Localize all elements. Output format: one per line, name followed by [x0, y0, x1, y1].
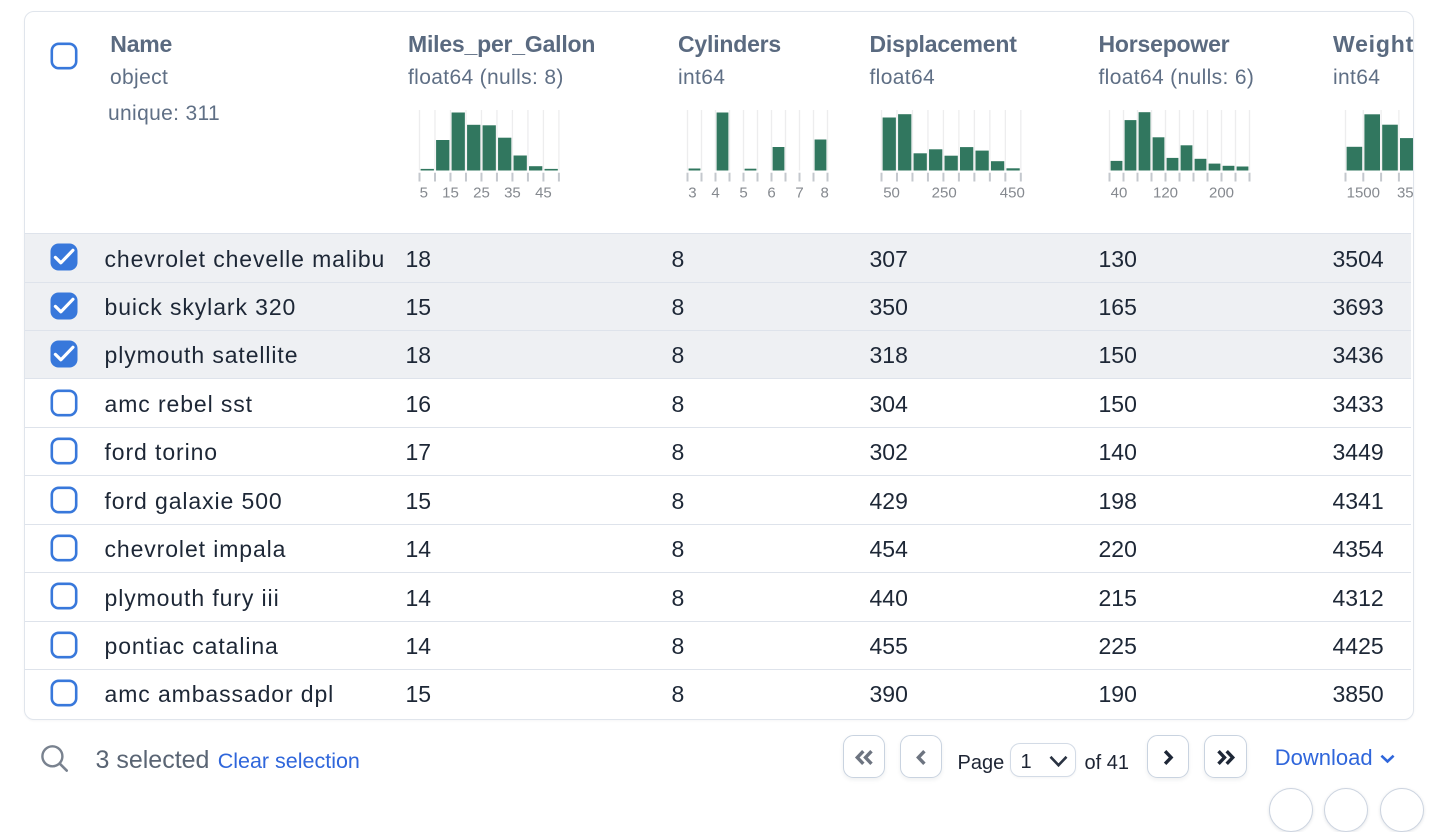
svg-text:3500: 3500: [1397, 185, 1413, 202]
svg-text:120: 120: [1153, 185, 1178, 202]
svg-text:4: 4: [711, 185, 719, 202]
svg-text:200: 200: [1209, 185, 1234, 202]
svg-text:5: 5: [419, 185, 427, 202]
svg-text:3: 3: [688, 185, 696, 202]
svg-text:40: 40: [1111, 185, 1128, 202]
svg-text:25: 25: [473, 185, 490, 202]
svg-text:15: 15: [442, 185, 459, 202]
svg-text:8: 8: [820, 185, 828, 202]
svg-text:1500: 1500: [1347, 185, 1380, 202]
svg-text:45: 45: [535, 185, 552, 202]
svg-text:250: 250: [931, 185, 956, 202]
svg-text:450: 450: [999, 185, 1024, 202]
svg-text:50: 50: [883, 185, 900, 202]
svg-text:7: 7: [795, 185, 803, 202]
svg-text:6: 6: [767, 185, 775, 202]
svg-text:35: 35: [504, 185, 521, 202]
svg-text:5: 5: [739, 185, 747, 202]
